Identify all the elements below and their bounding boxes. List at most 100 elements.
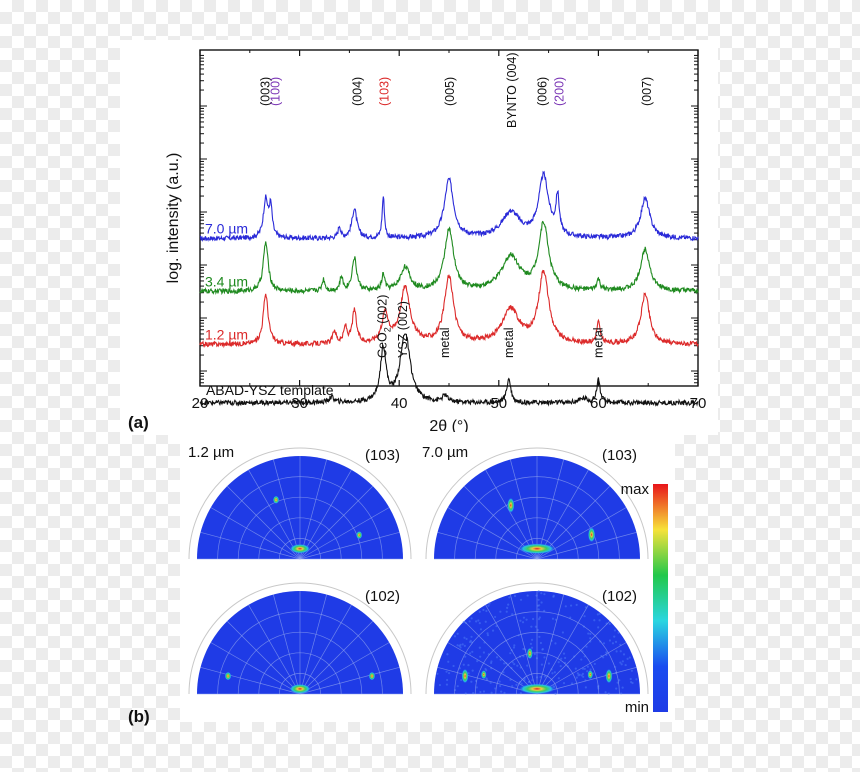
- noise-dot: [543, 609, 546, 612]
- noise-dot: [465, 637, 468, 641]
- x-tick-label: 40: [391, 395, 408, 412]
- reflection-label: (103): [602, 447, 637, 464]
- series-line-2: [199, 269, 699, 349]
- noise-dot: [622, 653, 626, 656]
- outer-arc: [188, 582, 412, 695]
- noise-dot: [543, 593, 546, 596]
- noise-dot: [589, 637, 592, 640]
- thickness-label-right: 7.0 µm: [422, 444, 468, 461]
- noise-dot: [593, 662, 596, 666]
- noise-dot: [505, 610, 508, 613]
- thickness-label-left: 1.2 µm: [188, 444, 234, 461]
- grid-spoke: [299, 594, 327, 695]
- panel-a: 20 30 40 50 60 70 2θ (°) log. intensity (a.u.) 7…: [120, 40, 718, 435]
- noise-dot: [570, 682, 574, 685]
- noise-dot: [508, 596, 511, 599]
- noise-dot: [596, 613, 599, 616]
- noise-dot: [602, 642, 606, 645]
- pole-spot: [480, 670, 487, 680]
- noise-dot: [511, 685, 514, 688]
- x-tick-label: 20: [192, 395, 209, 412]
- noise-dot: [551, 617, 555, 620]
- grid-spoke: [536, 620, 611, 695]
- pole-spot: [605, 668, 613, 684]
- ceo2-text: CeO: [375, 332, 389, 358]
- noise-dot: [583, 615, 586, 618]
- noise-dot: [513, 663, 516, 666]
- noise-dot: [586, 665, 589, 668]
- grid-spoke: [299, 507, 390, 560]
- noise-dot: [509, 652, 512, 655]
- noise-dot: [499, 658, 502, 661]
- noise-dot: [580, 658, 583, 661]
- noise-dot: [507, 603, 510, 606]
- noise-dot: [611, 642, 615, 645]
- noise-dot: [485, 669, 488, 672]
- grid-spoke: [447, 642, 538, 695]
- noise-dot: [614, 640, 618, 643]
- outer-arc: [188, 447, 412, 560]
- plot-frame: [199, 49, 699, 387]
- pole-spot: [289, 543, 311, 554]
- noise-dot: [535, 594, 538, 597]
- noise-dot: [513, 594, 517, 598]
- noise-dot: [525, 618, 528, 621]
- noise-dot: [456, 632, 459, 635]
- noise-dot: [564, 605, 567, 608]
- series-label: 1.2 µm: [205, 327, 248, 343]
- noise-dot: [485, 609, 488, 613]
- grid-spoke: [248, 469, 301, 560]
- noise-dot: [547, 662, 551, 665]
- noise-dot: [613, 635, 616, 638]
- grid-spoke: [210, 507, 301, 560]
- noise-dot: [446, 678, 449, 682]
- noise-dot: [447, 660, 450, 663]
- pole-spot: [518, 683, 556, 695]
- noise-dot: [560, 657, 563, 660]
- noise-dot: [589, 632, 592, 635]
- noise-dot: [436, 672, 439, 675]
- noise-dot: [459, 646, 462, 649]
- noise-dot: [485, 677, 488, 680]
- noise-dot: [511, 613, 514, 616]
- noise-dot: [500, 690, 503, 693]
- noise-dot: [476, 660, 479, 663]
- noise-dot: [478, 622, 481, 625]
- noise-dot: [602, 656, 605, 659]
- noise-dot: [479, 690, 482, 694]
- noise-dot: [585, 645, 588, 648]
- noise-dot: [486, 632, 489, 635]
- noise-dot: [613, 629, 617, 632]
- noise-dot: [484, 620, 487, 623]
- noise-dot: [582, 675, 585, 678]
- pole-spot: [518, 543, 556, 555]
- noise-dot: [461, 643, 464, 646]
- noise-dot: [490, 661, 493, 665]
- noise-dot: [470, 635, 473, 638]
- noise-dot: [534, 625, 537, 628]
- grid-spoke: [200, 532, 301, 560]
- noise-dot: [456, 685, 459, 688]
- noise-dot: [529, 642, 533, 645]
- noise-dot: [530, 638, 534, 641]
- noise-dot: [576, 672, 579, 675]
- grid-spoke: [437, 532, 538, 560]
- noise-dot: [530, 646, 534, 649]
- noise-dot: [574, 667, 577, 670]
- noise-dot: [608, 639, 612, 642]
- noise-dot: [469, 639, 472, 642]
- noise-dot: [511, 661, 514, 664]
- grid-spoke: [226, 485, 301, 560]
- noise-dot: [519, 619, 522, 622]
- noise-dot: [630, 681, 633, 684]
- noise-dot: [541, 647, 544, 651]
- noise-dot: [462, 663, 465, 666]
- noise-dot: [530, 625, 533, 628]
- noise-dot: [589, 668, 592, 671]
- grid-spoke: [273, 594, 301, 695]
- noise-dot: [495, 656, 499, 659]
- noise-dot: [470, 680, 473, 683]
- template-label-metal: metal: [438, 327, 452, 358]
- noise-dot: [537, 608, 540, 611]
- pole-spot: [224, 671, 232, 681]
